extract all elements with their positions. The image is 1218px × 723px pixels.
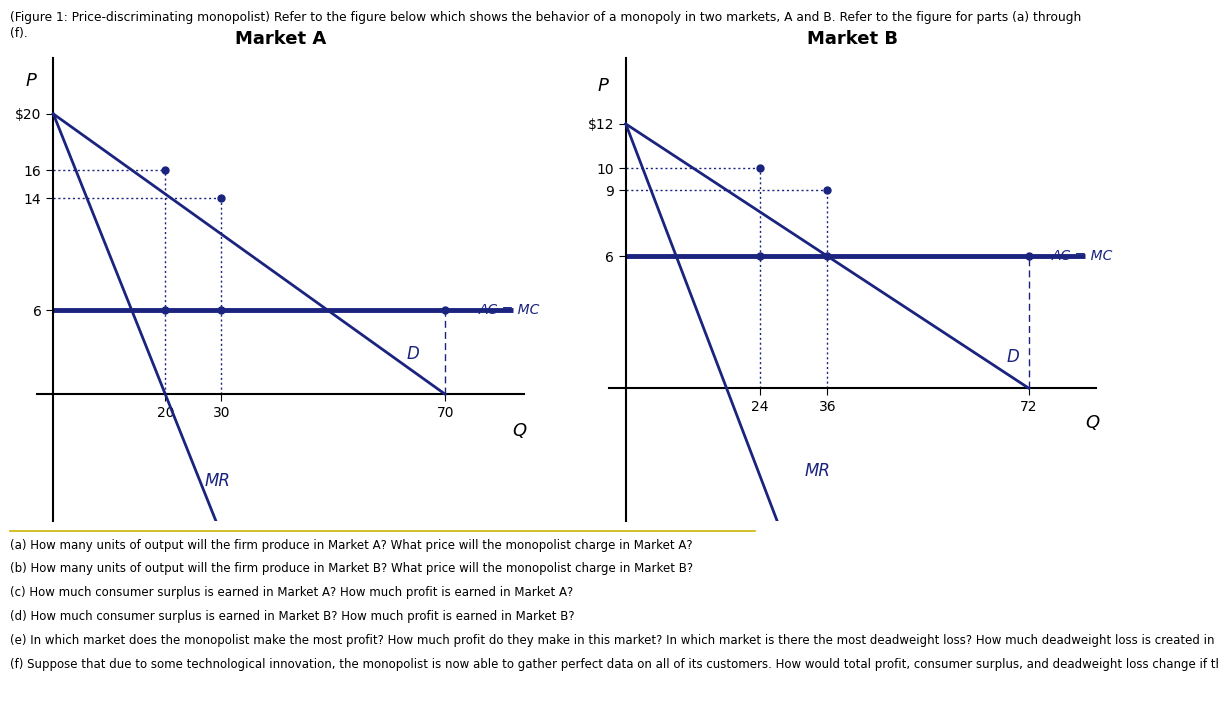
Text: (d) How much consumer surplus is earned in Market B? How much profit is earned i: (d) How much consumer surplus is earned … <box>10 610 575 623</box>
Text: AC = MC: AC = MC <box>479 303 541 317</box>
Text: MR: MR <box>205 471 230 489</box>
Text: (c) How much consumer surplus is earned in Market A? How much profit is earned i: (c) How much consumer surplus is earned … <box>10 586 572 599</box>
Text: (f).: (f). <box>10 27 28 40</box>
Text: D: D <box>406 346 419 364</box>
Text: AC = MC: AC = MC <box>1051 249 1113 263</box>
Text: P: P <box>26 72 37 90</box>
Text: Q: Q <box>1085 414 1099 432</box>
Text: (Figure 1: Price-discriminating monopolist) Refer to the figure below which show: (Figure 1: Price-discriminating monopoli… <box>10 11 1082 24</box>
Text: (e) In which market does the monopolist make the most profit? How much profit do: (e) In which market does the monopolist … <box>10 634 1218 647</box>
Text: P: P <box>598 77 609 95</box>
Text: (b) How many units of output will the firm produce in Market B? What price will : (b) How many units of output will the fi… <box>10 562 693 576</box>
Text: MR: MR <box>805 463 831 481</box>
Text: Q: Q <box>513 422 526 440</box>
Text: D: D <box>1006 348 1019 366</box>
Text: (f) Suppose that due to some technological innovation, the monopolist is now abl: (f) Suppose that due to some technologic… <box>10 658 1218 671</box>
Title: Market B: Market B <box>808 30 898 48</box>
Text: (a) How many units of output will the firm produce in Market A? What price will : (a) How many units of output will the fi… <box>10 539 692 552</box>
Title: Market A: Market A <box>235 30 325 48</box>
